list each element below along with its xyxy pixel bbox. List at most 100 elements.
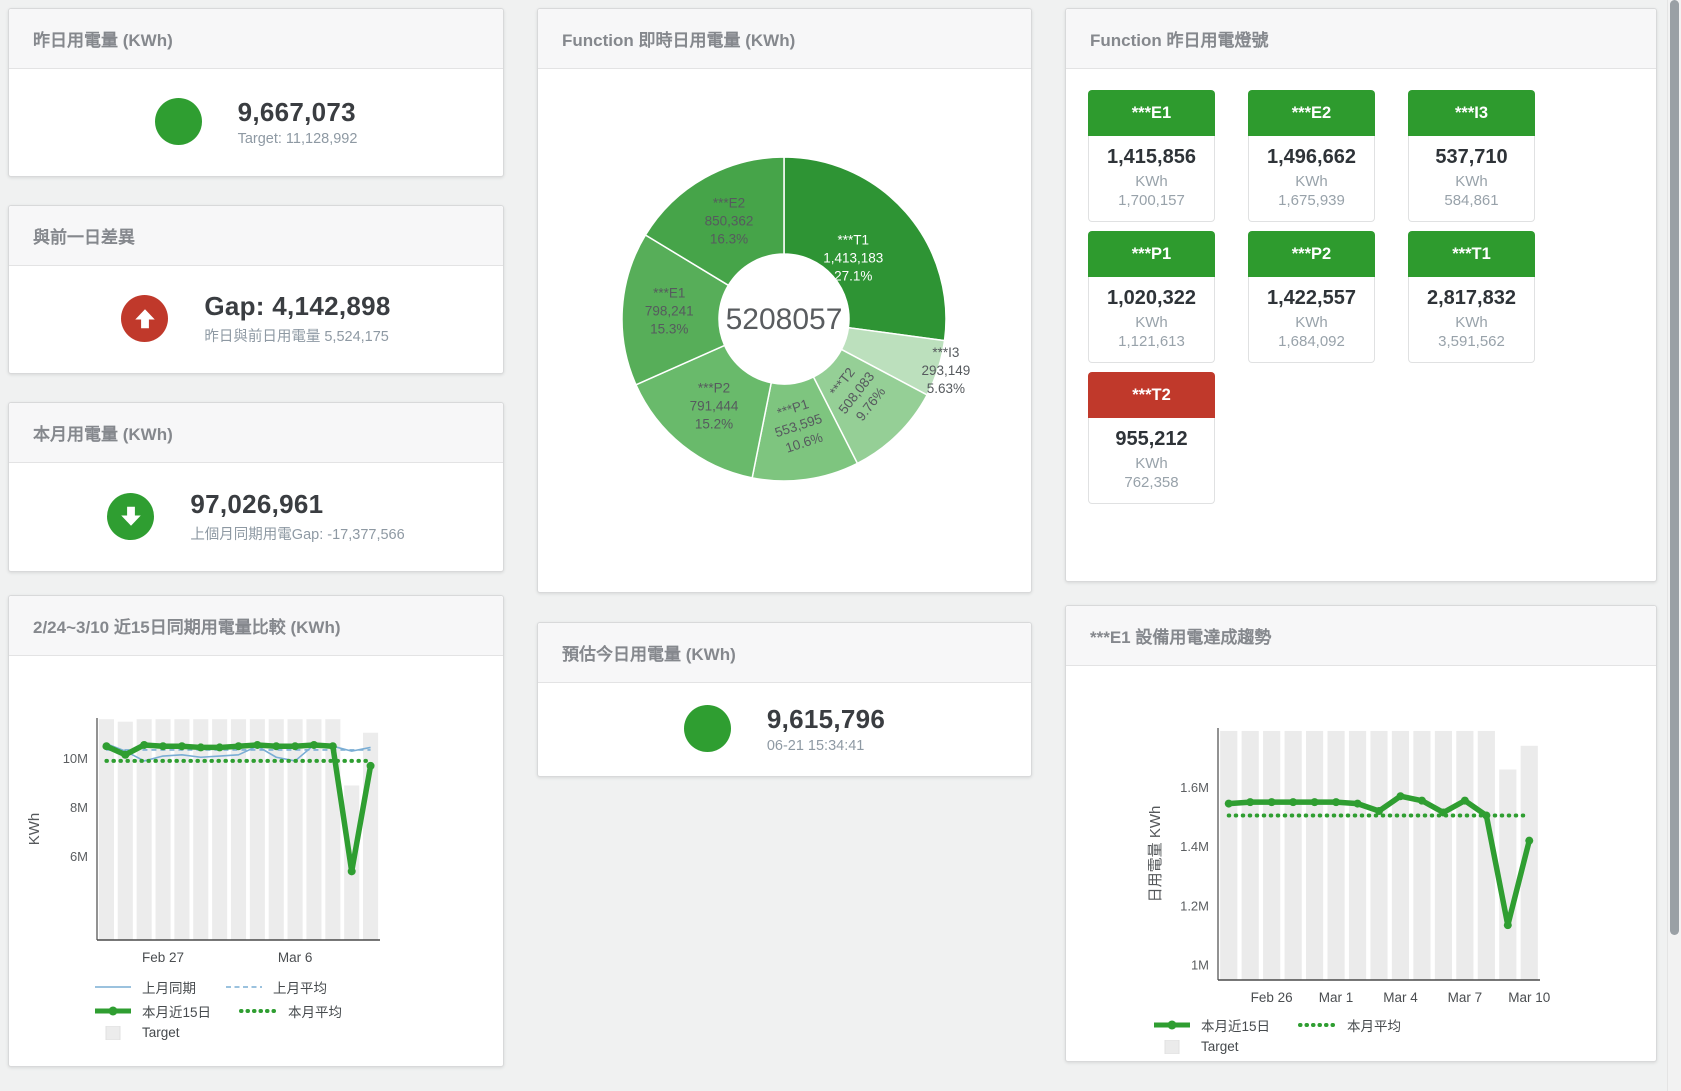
series-point xyxy=(309,740,318,749)
donut-slice-6[interactable] xyxy=(621,234,730,386)
target-bar xyxy=(230,719,247,940)
series-point xyxy=(140,740,149,749)
target-bar xyxy=(1413,730,1431,980)
panel-title[interactable]: Function 昨日用電燈號 xyxy=(1066,9,1656,69)
legend-swatch xyxy=(95,986,131,988)
target-bar xyxy=(193,719,209,940)
legend-label: 本月近15日 xyxy=(142,1005,212,1020)
tile-label: ***T2 xyxy=(1088,372,1215,418)
donut-slice-1[interactable] xyxy=(783,156,947,342)
legend-swatch xyxy=(1164,1039,1180,1054)
legend-swatch xyxy=(95,1006,131,1016)
panel-title[interactable]: 與前一日差異 xyxy=(9,206,503,266)
page-scrollbar[interactable] xyxy=(1667,0,1681,1091)
panel-15day-comparison: 2/24~3/10 近15日同期用電量比較 (KWh) 6M 8M 10M Feb 2… xyxy=(8,595,504,1067)
series-point xyxy=(328,742,337,751)
tile-label: ***E1 xyxy=(1088,90,1215,136)
series-point xyxy=(1332,798,1341,807)
target-bar xyxy=(1477,730,1495,980)
panel-title[interactable]: Function 即時日用電量 (KWh) xyxy=(538,9,1031,69)
donut-center-total: 5208057 xyxy=(726,303,843,336)
legend-item[interactable]: 本月平均 xyxy=(239,1001,342,1021)
panel-gap-prev-day: 與前一日差異 Gap: 4,142,898 昨日與前日用電量 5,524,175 xyxy=(8,205,504,374)
series-point xyxy=(215,743,224,752)
series-point xyxy=(1375,807,1383,816)
x-tick-label: Mar 7 xyxy=(1448,990,1483,1005)
target-bar xyxy=(1499,769,1517,980)
y-axis-label: 日用電量 KWh xyxy=(1147,806,1164,903)
target-bar xyxy=(1391,730,1410,980)
panel-yesterday-lights: Function 昨日用電燈號 ***E1 1,415,856 KWh 1,700,1… xyxy=(1065,8,1657,582)
x-tick-label: Feb 27 xyxy=(142,950,184,965)
trend-legend: 本月近15日 本月平均 Target xyxy=(1152,1015,1656,1054)
series-point xyxy=(1310,798,1319,807)
panel-title[interactable]: 2/24~3/10 近15日同期用電量比較 (KWh) xyxy=(9,596,503,656)
tile-target: 1,700,157 xyxy=(1118,192,1185,209)
legend-item[interactable]: 上月同期 xyxy=(93,977,196,997)
legend-swatch xyxy=(226,986,262,988)
tile-unit: KWh xyxy=(1295,314,1328,331)
y-tick-label: 8M xyxy=(70,800,88,815)
donut-slice-label: ***I3 293,149 5.63% xyxy=(921,345,970,396)
panel-title[interactable]: 本月用電量 (KWh) xyxy=(9,403,503,463)
panel-today-estimate: 預估今日用電量 (KWh) 9,615,796 06-21 15:34:41 xyxy=(537,622,1032,777)
panel-title[interactable]: 昨日用電量 (KWh) xyxy=(9,9,503,69)
target-bar xyxy=(1327,730,1345,980)
tile-target: 1,121,613 xyxy=(1118,333,1185,350)
legend-item[interactable]: 本月平均 xyxy=(1298,1015,1401,1035)
y-tick-label: 1.2M xyxy=(1180,898,1209,913)
series-point xyxy=(1417,796,1426,805)
target-bar xyxy=(117,721,133,940)
device-tile-6: ***T1 2,817,832 KWh 3,591,562 xyxy=(1408,231,1535,363)
series-point xyxy=(1460,796,1469,805)
target-bar xyxy=(212,719,228,940)
legend-swatch xyxy=(1154,1020,1190,1030)
scrollbar-thumb[interactable] xyxy=(1670,0,1679,935)
tile-value: 537,710 xyxy=(1435,146,1508,168)
target-bar xyxy=(174,719,190,940)
legend-item[interactable]: 本月近15日 xyxy=(1152,1015,1270,1035)
series-point xyxy=(159,742,168,751)
device-tile-2: ***E2 1,496,662 KWh 1,675,939 xyxy=(1248,90,1375,222)
legend-swatch xyxy=(239,1009,280,1013)
donut-slice-label: ***E2 850,362 16.3% xyxy=(705,195,754,246)
legend-item[interactable]: Target xyxy=(1152,1039,1239,1054)
tile-unit: KWh xyxy=(1135,173,1168,190)
stat-value: Gap: 4,142,898 xyxy=(204,291,391,321)
target-bar xyxy=(155,719,171,940)
series-point xyxy=(234,742,243,751)
stat-value: 9,667,073 xyxy=(237,96,356,127)
panel-title[interactable]: ***E1 設備用電達成趨勢 xyxy=(1066,606,1656,666)
tile-target: 1,684,092 xyxy=(1278,333,1345,350)
y-tick-label: 6M xyxy=(70,849,88,864)
legend-row: 上月同期 上月平均 xyxy=(93,977,503,997)
series-point xyxy=(366,761,375,770)
panel-title[interactable]: 預估今日用電量 (KWh) xyxy=(538,623,1031,683)
tile-unit: KWh xyxy=(1135,314,1168,331)
legend-row: Target xyxy=(93,1025,503,1040)
tile-unit: KWh xyxy=(1295,173,1328,190)
stat-subtext: 上個月同期用電Gap: -17,377,566 xyxy=(190,526,405,543)
legend-row: 本月近15日 本月平均 xyxy=(93,1001,503,1021)
series-point xyxy=(196,743,205,752)
donut-chart: ***T1 1,413,183 27.1%***I3 293,149 5.63%***T… xyxy=(621,156,970,482)
legend-item[interactable]: Target xyxy=(93,1025,180,1040)
series-point xyxy=(1482,811,1491,820)
donut-slice-5[interactable] xyxy=(634,344,773,479)
status-circle xyxy=(683,705,731,752)
series-point xyxy=(1525,836,1534,845)
target-bar xyxy=(1284,730,1302,980)
panel-month-usage: 本月用電量 (KWh) 97,026,961 上個月同期用電Gap: -17,3… xyxy=(8,402,504,572)
target-bar xyxy=(287,719,303,940)
legend-swatch xyxy=(1298,1023,1339,1027)
trend-chart: 1M 1.2M 1.4M 1.6M Feb 26 Mar 1 Mar 4 Mar 7 Mar 1… xyxy=(1147,728,1550,1005)
legend-item[interactable]: 本月近15日 xyxy=(93,1001,211,1021)
series-point xyxy=(1224,799,1233,808)
stat-value: 9,615,796 xyxy=(766,703,886,734)
legend-label: 上月平均 xyxy=(273,981,327,996)
donut-slice-7[interactable] xyxy=(644,156,785,287)
series-point xyxy=(177,742,186,751)
device-tile-1: ***E1 1,415,856 KWh 1,700,157 xyxy=(1088,90,1215,222)
device-tile-5: ***P2 1,422,557 KWh 1,684,092 xyxy=(1248,231,1375,363)
legend-item[interactable]: 上月平均 xyxy=(224,977,327,997)
